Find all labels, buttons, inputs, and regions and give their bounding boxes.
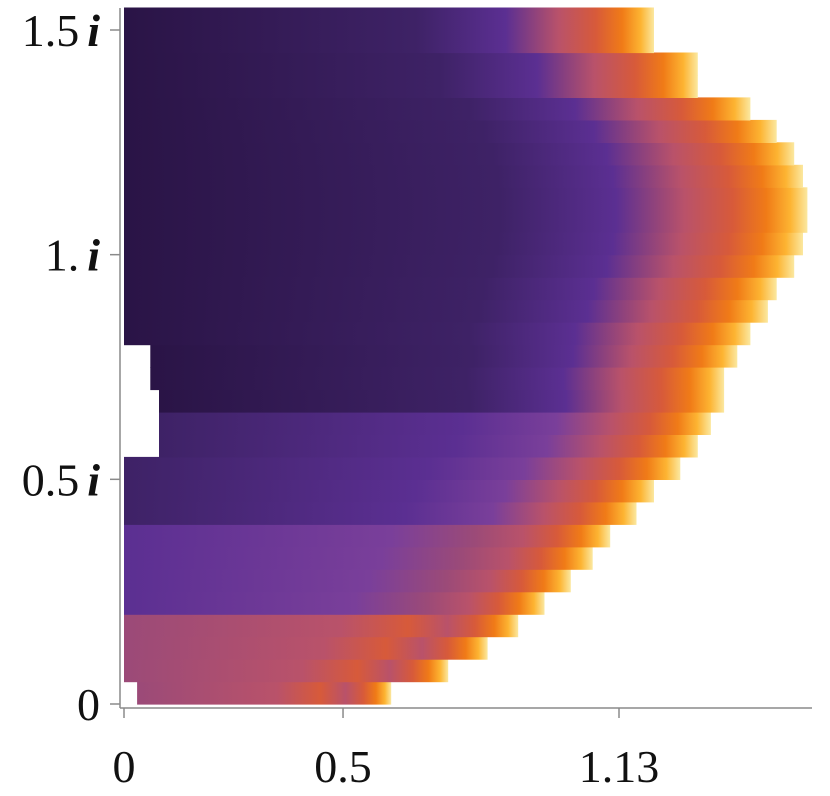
heatmap-row — [124, 187, 808, 211]
heatmap-row — [124, 299, 768, 323]
heatmap-row — [159, 411, 711, 435]
heatmap-row — [124, 277, 777, 301]
heatmap-row — [124, 479, 654, 503]
heatmap-row — [124, 142, 795, 166]
x-tick-label: 0 — [113, 741, 136, 792]
heatmap-row — [124, 209, 808, 233]
heatmap-row — [124, 74, 698, 98]
heatmap-row — [124, 546, 593, 570]
ticks: 0 0.5 1.13 0 0.5 i 1. i 1.5 i — [22, 5, 660, 792]
axes — [119, 8, 812, 709]
heatmap-row — [124, 254, 795, 278]
heatmap-row — [124, 636, 488, 660]
heatmap-row — [124, 569, 571, 593]
heatmap-row — [137, 681, 392, 705]
heatmap-row — [124, 164, 803, 188]
heatmap-row — [124, 52, 698, 76]
x-tick-label: 1.13 — [579, 741, 660, 792]
heatmap-row — [124, 119, 777, 143]
heatmap-row — [124, 232, 803, 256]
heatmap-row — [124, 591, 545, 615]
heatmap-row — [159, 389, 725, 413]
heatmap-row — [159, 434, 698, 458]
y-tick-label: 0 — [77, 679, 100, 730]
x-tick-label: 0.5 — [314, 741, 372, 792]
heatmap-row — [150, 367, 725, 391]
heatmap-row — [124, 614, 519, 638]
heatmap-row — [124, 322, 751, 346]
heatmap-row — [124, 524, 611, 548]
heatmap-row — [124, 501, 637, 525]
y-tick-label: 0.5 i — [22, 454, 101, 505]
heatmap-row — [124, 30, 654, 54]
y-tick-label: 1. i — [45, 230, 101, 281]
heatmap-row — [124, 659, 449, 683]
heatmap-row — [124, 97, 751, 121]
heatmap-rows — [124, 7, 808, 705]
heatmap-row — [150, 344, 738, 368]
heatmap-row — [124, 7, 654, 31]
y-tick-label: 1.5 i — [22, 5, 101, 56]
heatmap-row — [124, 456, 681, 480]
